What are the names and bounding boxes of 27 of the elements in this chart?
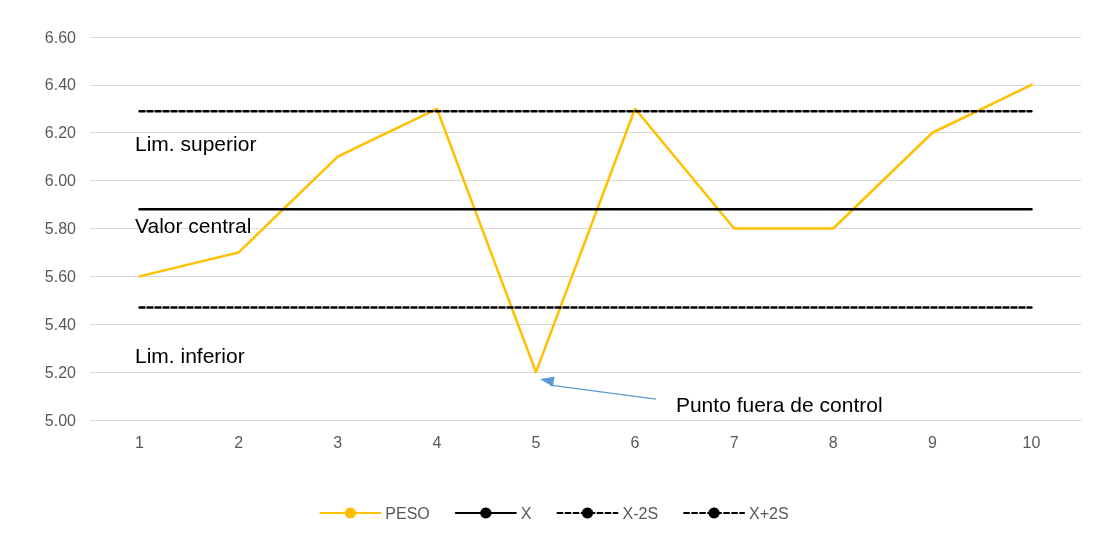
legend-label: X-2S: [622, 504, 659, 522]
x-tick-label: 10: [1022, 433, 1041, 451]
legend-label: X+2S: [749, 504, 789, 522]
x-tick-label: 4: [432, 433, 442, 451]
annotation: Lim. superior: [135, 131, 257, 155]
y-tick-label: 6.00: [44, 172, 77, 190]
y-tick-label: 5.60: [44, 267, 77, 285]
x-tick-label: 8: [828, 433, 838, 451]
x-tick-label: 6: [630, 433, 640, 451]
y-tick-label: 6.40: [44, 76, 77, 94]
annotation: Lim. inferior: [135, 343, 245, 367]
y-tick-label: 5.00: [44, 411, 77, 429]
y-tick-label: 6.20: [44, 124, 77, 142]
legend-label: PESO: [385, 504, 430, 522]
x-tick-label: 1: [135, 433, 145, 451]
y-tick-label: 5.40: [44, 315, 77, 333]
x-tick-label: 2: [234, 433, 244, 451]
x-tick-label: 7: [729, 433, 739, 451]
y-tick-label: 5.80: [44, 220, 77, 237]
legend-label: X: [520, 504, 532, 522]
annotation: Valor central: [135, 213, 252, 237]
x-tick-label: 3: [333, 433, 343, 451]
x-tick-label: 9: [927, 433, 937, 451]
y-tick-label: 5.20: [44, 363, 77, 381]
annotation: Punto fuera de control: [675, 392, 883, 416]
y-tick-label: 6.60: [44, 28, 77, 46]
x-tick-label: 5: [531, 433, 541, 451]
